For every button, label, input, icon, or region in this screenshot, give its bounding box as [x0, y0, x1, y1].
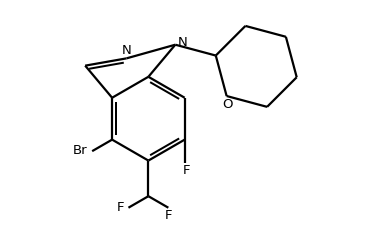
Text: N: N — [121, 44, 131, 57]
Text: F: F — [164, 209, 172, 222]
Text: F: F — [116, 201, 124, 214]
Text: F: F — [183, 164, 191, 177]
Text: Br: Br — [73, 144, 88, 157]
Text: N: N — [178, 36, 187, 49]
Text: O: O — [222, 98, 233, 111]
